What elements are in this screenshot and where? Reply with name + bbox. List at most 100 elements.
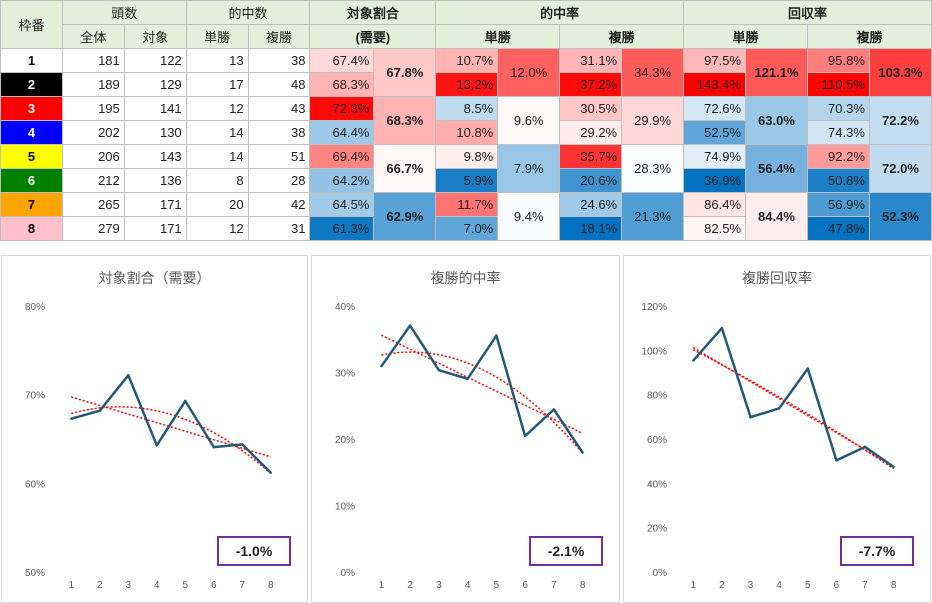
header-tekichuritsu: 的中率 bbox=[435, 0, 685, 25]
data-point bbox=[380, 364, 383, 368]
header-taisho: 対象 bbox=[123, 24, 187, 49]
fuku-ret-cell: 56.9% bbox=[806, 192, 870, 217]
waku-number-cell: 7 bbox=[0, 192, 63, 217]
x-tick-label: 2 bbox=[407, 580, 413, 591]
data-point bbox=[777, 407, 781, 410]
data-point bbox=[581, 451, 584, 454]
tan-ret-pair-cell: 84.4% bbox=[745, 192, 808, 241]
tan-ret-cell: 52.5% bbox=[683, 120, 747, 145]
tan-rate-cell: 9.8% bbox=[435, 144, 499, 169]
chart-title: 複勝回収率 bbox=[742, 270, 812, 286]
zentai-cell: 212 bbox=[61, 168, 125, 193]
data-point bbox=[98, 409, 101, 412]
tan-rate-pair-cell: 12.0% bbox=[497, 48, 561, 97]
tan-rate-cell: 10.8% bbox=[435, 120, 499, 145]
taisho-cell: 122 bbox=[123, 48, 187, 73]
table-row: 8 279 171 12 31 61.3% 7.0% 18.1% 82.5% 47.8% bbox=[0, 216, 932, 241]
zentai-cell: 206 bbox=[61, 144, 125, 169]
chart-panel-fuku-ret: 複勝回収率 0% 20% 40% 60% 80% 100% 120% 1 2 3 4 5 6 7 8 -7.… bbox=[623, 255, 931, 603]
table-row: 7 265 171 20 42 64.5% 62.9% 11.7% 9.4% 24.6% 21.3%… bbox=[0, 192, 932, 241]
chart-panel-ratio: 対象割合（需要） 50% 60% 70% 80% 1 2 3 4 5 6 7 8 -1.0% bbox=[1, 255, 308, 603]
x-tick-label: 2 bbox=[97, 580, 103, 591]
fukusho-hit-cell: 43 bbox=[247, 96, 311, 121]
ratio-cell: 61.3% bbox=[309, 216, 375, 241]
x-tick-label: 7 bbox=[551, 580, 557, 591]
header-waku: 枠番 bbox=[0, 0, 63, 49]
x-tick-label: 1 bbox=[68, 580, 74, 591]
waku-number-cell: 4 bbox=[0, 120, 63, 145]
zentai-cell: 279 bbox=[61, 216, 125, 241]
x-tick-label: 3 bbox=[748, 580, 754, 591]
header-fukusho-rate: 複勝 bbox=[559, 24, 685, 49]
tan-ret-pair-cell: 63.0% bbox=[745, 96, 808, 145]
table-row: 5 206 143 14 51 69.4% 66.7% 9.8% 7.9% 35.7% 28.3% 7… bbox=[0, 144, 932, 193]
tansho-hit-cell: 12 bbox=[185, 216, 249, 241]
waku-number-cell: 1 bbox=[0, 48, 63, 73]
y-tick-label: 20% bbox=[647, 524, 667, 535]
fuku-rate-pair-cell: 29.9% bbox=[621, 96, 685, 145]
x-tick-label: 3 bbox=[436, 580, 442, 591]
polynomial-trendline bbox=[381, 351, 584, 454]
fuku-ret-pair-cell: 52.3% bbox=[868, 192, 932, 241]
x-tick-label: 8 bbox=[580, 580, 586, 591]
tan-ret-cell: 36.9% bbox=[683, 168, 747, 193]
table-row: 6 212 136 8 28 64.2% 5.9% 20.6% 36.9% 50.8% bbox=[0, 168, 932, 193]
chart-svg: 50% 60% 70% 80% 1 2 3 4 5 6 7 8 bbox=[25, 302, 274, 591]
x-tick-label: 5 bbox=[494, 580, 500, 591]
y-tick-label: 0% bbox=[341, 568, 356, 579]
data-point bbox=[466, 377, 469, 381]
fukusho-hit-cell: 38 bbox=[247, 48, 311, 73]
ratio-cell: 68.3% bbox=[309, 72, 375, 97]
tan-rate-pair-cell: 9.6% bbox=[497, 96, 561, 145]
fuku-ret-pair-cell: 72.2% bbox=[868, 96, 932, 145]
fuku-ret-cell: 50.8% bbox=[806, 168, 870, 193]
tan-ret-cell: 82.5% bbox=[683, 216, 747, 241]
fuku-rate-cell: 20.6% bbox=[559, 168, 623, 193]
fuku-ret-cell: 47.8% bbox=[806, 216, 870, 241]
header-tosu: 頭数 bbox=[61, 0, 187, 25]
fukusho-hit-cell: 28 bbox=[247, 168, 311, 193]
header-kaishuritsu: 回収率 bbox=[683, 0, 932, 25]
y-tick-label: 80% bbox=[25, 302, 45, 313]
tansho-hit-cell: 17 bbox=[185, 72, 249, 97]
data-point bbox=[863, 445, 867, 449]
taisho-cell: 130 bbox=[123, 120, 187, 145]
x-tick-label: 6 bbox=[211, 580, 217, 591]
tan-rate-cell: 13.2% bbox=[435, 72, 499, 97]
tansho-hit-cell: 13 bbox=[185, 48, 249, 73]
header-tansho-rate: 単勝 bbox=[435, 24, 561, 49]
header-taisho-wariai: 対象割合 bbox=[309, 0, 437, 25]
header-tansho-hit: 単勝 bbox=[185, 24, 249, 49]
x-tick-label: 6 bbox=[522, 580, 528, 591]
y-tick-label: 40% bbox=[335, 302, 355, 313]
fuku-ret-cell: 92.2% bbox=[806, 144, 870, 169]
fukusho-hit-cell: 38 bbox=[247, 120, 311, 145]
data-point bbox=[241, 443, 244, 446]
taisho-cell: 171 bbox=[123, 216, 187, 241]
data-point bbox=[269, 471, 272, 475]
fuku-ret-pair-cell: 103.3% bbox=[868, 48, 932, 97]
data-point bbox=[495, 334, 498, 337]
stats-table-container: 枠番 頭数 的中数 対象割合 的中率 回収率 全体 対象 単勝 複勝 (需要) … bbox=[0, 0, 932, 250]
tan-ret-cell: 143.4% bbox=[683, 72, 747, 97]
waku-number-cell: 5 bbox=[0, 144, 63, 169]
waku-number-cell: 3 bbox=[0, 96, 63, 121]
zentai-cell: 265 bbox=[61, 192, 125, 217]
zentai-cell: 195 bbox=[61, 96, 125, 121]
fukusho-hit-cell: 48 bbox=[247, 72, 311, 97]
y-tick-label: 70% bbox=[25, 391, 45, 402]
x-tick-label: 2 bbox=[719, 580, 725, 591]
x-tick-label: 4 bbox=[154, 580, 160, 591]
tansho-hit-cell: 20 bbox=[185, 192, 249, 217]
ratio-pair-cell: 62.9% bbox=[373, 192, 437, 241]
zentai-cell: 202 bbox=[61, 120, 125, 145]
series-line bbox=[70, 374, 272, 474]
y-tick-label: 80% bbox=[647, 391, 667, 402]
ratio-pair-cell: 68.3% bbox=[373, 96, 437, 145]
fuku-rate-cell: 31.1% bbox=[559, 48, 623, 73]
x-tick-label: 8 bbox=[268, 580, 274, 591]
tansho-hit-cell: 12 bbox=[185, 96, 249, 121]
tansho-hit-cell: 8 bbox=[185, 168, 249, 193]
x-tick-label: 4 bbox=[465, 580, 471, 591]
data-point bbox=[720, 326, 724, 330]
